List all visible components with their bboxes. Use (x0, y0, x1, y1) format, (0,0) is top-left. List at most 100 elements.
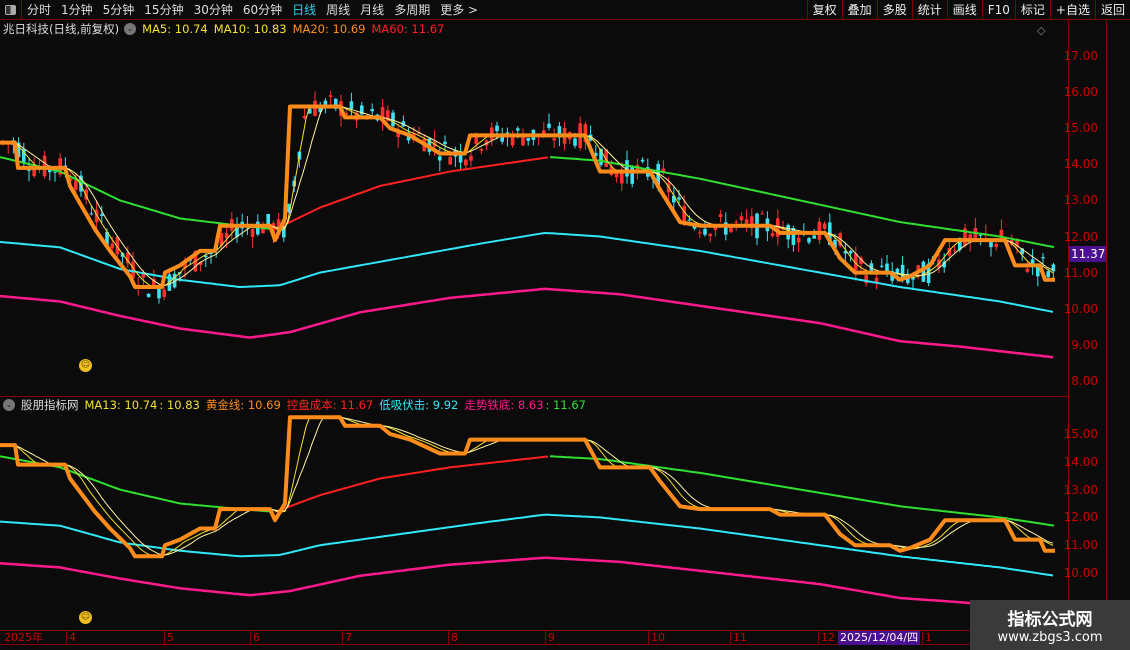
sub-iron-bottom-line (0, 556, 1054, 612)
multi-stock-button[interactable]: 多股 (876, 0, 912, 20)
tab-daily[interactable]: 日线 (292, 3, 317, 17)
sub-ma60-red-line (274, 455, 549, 513)
control-cost-label: 控盘成本: 11.67 (286, 398, 374, 412)
candle-body (100, 214, 104, 216)
panel-toggle-icon[interactable] (0, 0, 22, 20)
candle-body (204, 255, 208, 258)
mark-button[interactable]: 标记 (1014, 0, 1050, 20)
back-button[interactable]: 返回 (1094, 0, 1130, 20)
tab-fenshi[interactable]: 分时 (27, 3, 52, 17)
candle-body (625, 160, 629, 177)
candle-body (947, 247, 952, 256)
candle-body (68, 178, 73, 181)
candle-body (32, 167, 36, 176)
tab-1min[interactable]: 1分钟 (61, 3, 93, 17)
candle-body (141, 272, 146, 278)
candle-body (370, 109, 374, 112)
tab-weekly[interactable]: 周线 (326, 3, 351, 17)
ma20-label: MA20: 10.69 (292, 22, 366, 36)
period-tabs: 分时 1分钟 5分钟 15分钟 30分钟 60分钟 日线 周线 月线 多周期 更… (22, 1, 483, 18)
candle-body (323, 100, 328, 107)
candle-body (666, 183, 671, 193)
candle-body (1015, 239, 1019, 247)
candle-body (53, 171, 57, 173)
main-ma60-green-line (549, 156, 1055, 249)
candle-body (1051, 264, 1056, 272)
time-label: 5 (164, 631, 174, 645)
candle-body (474, 133, 478, 144)
indicator-tick: 10.00 (1063, 566, 1098, 580)
tab-multi-period[interactable]: 多周期 (394, 3, 431, 17)
chart-canvas[interactable] (0, 0, 1068, 630)
time-label: 8 (448, 631, 458, 645)
candle-body (739, 216, 744, 221)
candle-body (698, 232, 702, 234)
candle-body (864, 275, 868, 284)
tab-5min[interactable]: 5分钟 (102, 3, 135, 17)
candle-body (869, 263, 874, 271)
candle-body (380, 107, 385, 121)
main-ma60-red-line (274, 156, 549, 231)
candle-body (880, 265, 884, 267)
gold-line-label: 黄金线: 10.69 (205, 398, 281, 412)
candle-body (344, 112, 348, 115)
candle-body (807, 238, 811, 243)
overlay-button[interactable]: 叠加 (841, 0, 877, 20)
candle-body (911, 277, 915, 280)
price-tick: 14.00 (1063, 157, 1098, 172)
candle-body (94, 209, 99, 223)
indicator-title: 股朋指标网 (21, 398, 79, 412)
candle-body (661, 168, 666, 173)
candle-body (89, 213, 94, 215)
sub-gold-line (0, 415, 1055, 559)
price-axis: 17.00 16.00 15.00 14.00 13.00 12.00 11.00 10.00… (1064, 20, 1106, 630)
candle-body (926, 263, 931, 284)
stats-button[interactable]: 统计 (911, 0, 947, 20)
candle-body (334, 98, 338, 109)
candle-body (859, 257, 863, 265)
chevron-down-icon[interactable]: ⌄ (124, 23, 137, 35)
candle-body (958, 237, 962, 250)
candle-body (547, 123, 551, 128)
candle-body (162, 289, 166, 297)
candle-body (594, 153, 598, 157)
watermark-title: 指标公式网 (1007, 610, 1093, 630)
tab-more[interactable]: 更多 > (440, 3, 479, 17)
candle-body (604, 149, 608, 167)
price-tick: 9.00 (1071, 337, 1098, 352)
candle-body (848, 250, 853, 254)
indicator-tick: 14.00 (1063, 454, 1098, 469)
candle-body (900, 264, 905, 279)
candle-body (583, 124, 588, 143)
sub-low-buy-line (0, 513, 1054, 577)
tab-monthly[interactable]: 月线 (360, 3, 385, 17)
time-axis: 2025年 4 5 6 7 8 9 10 11 12 1 2025/12/04/四 (0, 630, 1106, 645)
add-watchlist-button[interactable]: +自选 (1049, 0, 1095, 20)
candle-body (989, 239, 993, 248)
candle-body (833, 239, 837, 248)
tab-15min[interactable]: 15分钟 (144, 3, 184, 17)
candle-body (198, 262, 203, 265)
tab-30min[interactable]: 30分钟 (193, 3, 233, 17)
candle-body (750, 216, 754, 229)
main-iron-bottom-line (0, 287, 1054, 359)
chevron-down-icon[interactable]: ⌄ (3, 399, 15, 411)
candle-body (885, 263, 889, 273)
f10-button[interactable]: F10 (981, 0, 1015, 20)
candle-body (495, 125, 499, 132)
candle-body (235, 227, 239, 237)
candle-body (469, 155, 473, 161)
fuquan-button[interactable]: 复权 (806, 0, 842, 20)
candle-body (552, 138, 556, 141)
smiley-icon: ☺ (79, 611, 92, 624)
diamond-icon[interactable]: ◇ (1037, 24, 1046, 37)
tab-60min[interactable]: 60分钟 (242, 3, 283, 17)
candle-body (854, 253, 858, 271)
indicator-tick: 13.00 (1063, 482, 1098, 497)
candle-body (261, 224, 265, 234)
candle-body (500, 136, 504, 142)
time-label: 10 (648, 631, 665, 645)
ma13-label: MA13: 10.74 (84, 398, 158, 412)
draw-button[interactable]: 画线 (946, 0, 982, 20)
candle-body (224, 233, 229, 239)
